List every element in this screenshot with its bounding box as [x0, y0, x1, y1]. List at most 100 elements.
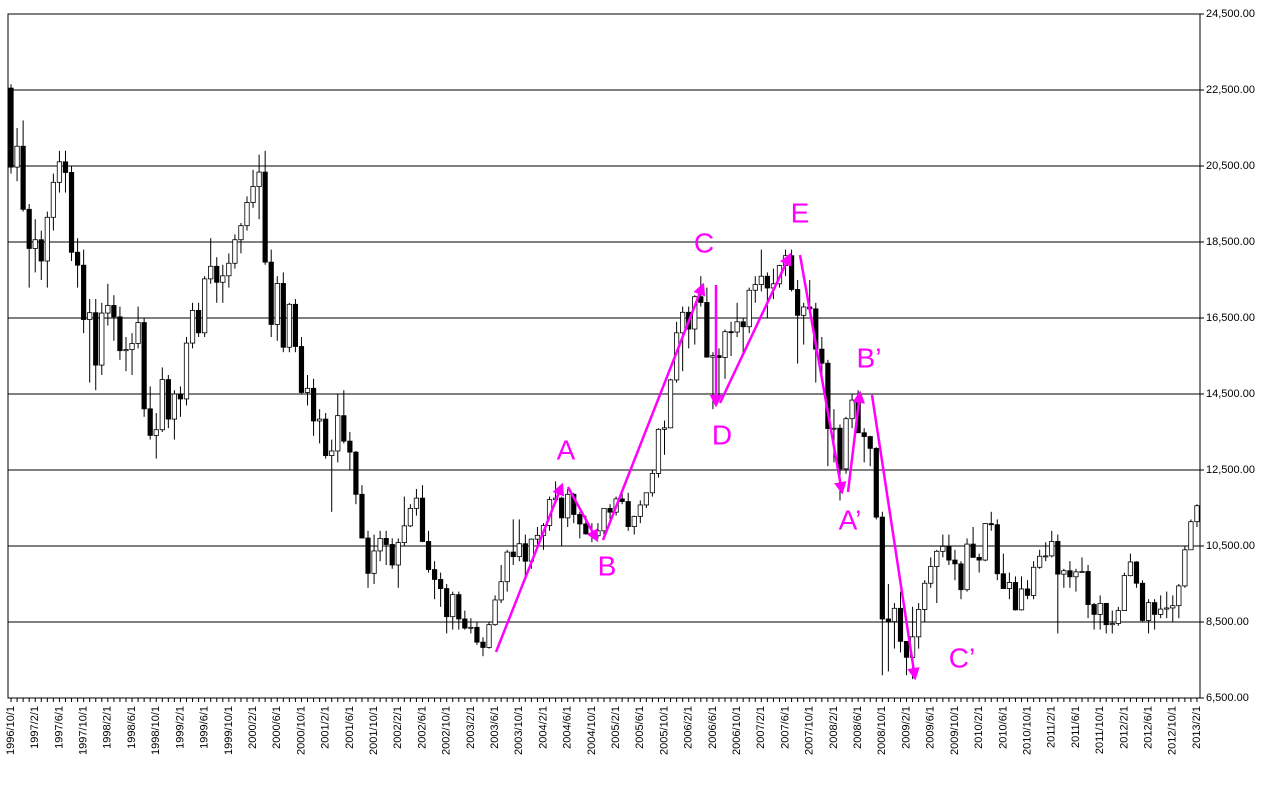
candle-body — [891, 607, 898, 623]
candle-body — [1139, 582, 1146, 621]
x-tick-label: 2002/6/1 — [416, 706, 428, 749]
candle-body — [383, 538, 389, 545]
candle-body — [244, 202, 250, 227]
x-tick-label: 2000/6/1 — [271, 706, 283, 749]
candle-body — [93, 312, 99, 366]
candle-body — [407, 507, 413, 527]
candle-body — [903, 640, 910, 658]
candle-body — [26, 208, 32, 249]
x-tick-label: 2006/2/1 — [683, 706, 695, 749]
candle-body — [970, 543, 976, 558]
candle-body — [480, 641, 486, 648]
candle-body — [577, 514, 583, 525]
candle-body — [680, 311, 686, 334]
x-tick-label: 1998/2/1 — [102, 706, 114, 749]
candle-body — [129, 343, 135, 350]
candle-body — [323, 418, 329, 456]
candle-body — [1049, 541, 1055, 557]
candle-body — [1152, 602, 1158, 615]
candle-body — [274, 283, 280, 325]
candle-body — [202, 278, 208, 334]
candle-body — [625, 501, 631, 528]
candle-body — [1097, 602, 1103, 615]
annotation-label: B — [598, 550, 617, 581]
y-tick-label: 18,500.00 — [1206, 236, 1255, 248]
candle-body — [1194, 505, 1200, 523]
candle-body — [111, 305, 117, 318]
candle-body — [1061, 570, 1067, 575]
y-tick-label: 10,500.00 — [1206, 540, 1255, 552]
candle-body — [14, 145, 20, 168]
x-tick-label: 2002/2/1 — [392, 706, 404, 749]
annotation-arrow — [846, 390, 866, 493]
candle-body — [1024, 588, 1031, 596]
candle-body — [734, 321, 740, 333]
candle-body — [704, 302, 710, 358]
x-tick-label: 1997/6/1 — [53, 706, 65, 749]
candle-body — [885, 618, 891, 623]
candle-body — [534, 534, 541, 540]
candle-body — [867, 436, 873, 449]
candle-body — [195, 309, 202, 334]
x-tick-label: 2005/6/1 — [634, 706, 646, 749]
candle-body — [964, 543, 970, 591]
x-tick-label: 2004/10/1 — [586, 706, 598, 755]
y-tick-label: 14,500.00 — [1206, 388, 1255, 400]
candle-body — [468, 626, 474, 629]
candle-body — [849, 399, 855, 420]
y-tick-label: 16,500.00 — [1206, 312, 1255, 324]
candle-body — [819, 348, 825, 364]
candle-body — [795, 289, 801, 316]
candle-body — [1018, 588, 1025, 611]
candle-body — [1170, 605, 1176, 609]
candle-body — [20, 145, 26, 210]
y-tick-label: 20,500.00 — [1206, 160, 1255, 172]
x-tick-label: 2003/2/1 — [465, 706, 477, 749]
x-tick-label: 2006/10/1 — [731, 706, 743, 755]
candle-body — [1115, 610, 1121, 624]
x-tick-label: 2011/2/1 — [1046, 706, 1058, 748]
x-tick-label: 1999/6/1 — [199, 706, 211, 749]
x-tick-label: 1999/10/1 — [223, 706, 235, 755]
candle-body — [928, 566, 934, 584]
x-tick-label: 2005/2/1 — [610, 706, 622, 749]
candle-body — [117, 316, 123, 352]
candle-body — [359, 493, 365, 539]
x-tick-label: 2007/6/1 — [779, 706, 791, 749]
candle-body — [764, 275, 770, 289]
candle-body — [801, 306, 807, 316]
candle-body — [1012, 582, 1019, 611]
x-tick-label: 2009/10/1 — [949, 706, 961, 755]
x-tick-label: 2009/6/1 — [925, 706, 937, 749]
candle-body — [189, 309, 196, 344]
y-tick-label: 12,500.00 — [1206, 464, 1255, 476]
candle-body — [752, 284, 758, 291]
candle-body — [450, 594, 456, 618]
candle-body — [837, 427, 843, 470]
x-tick-label: 1997/10/1 — [78, 706, 90, 755]
annotation-arrow — [718, 252, 792, 404]
candle-body — [504, 551, 510, 583]
candle-body — [153, 429, 159, 436]
candle-body — [1006, 582, 1013, 589]
annotation-arrow — [601, 282, 706, 541]
candle-body — [946, 545, 952, 561]
y-tick-label: 24,500.00 — [1206, 8, 1255, 20]
candle-body — [1000, 573, 1006, 589]
candle-body — [62, 161, 69, 173]
candle-body — [317, 418, 323, 422]
candle-body — [304, 387, 311, 393]
candle-body — [347, 440, 353, 453]
candle-body — [934, 550, 940, 567]
candle-body — [1103, 602, 1109, 626]
candle-body — [377, 538, 383, 552]
candle-body — [329, 450, 335, 456]
candle-body — [643, 492, 649, 506]
candle-body — [298, 346, 305, 393]
x-tick-label: 2007/10/1 — [804, 706, 816, 755]
candle-body — [1031, 566, 1037, 596]
annotation-label: E — [791, 197, 810, 228]
candle-body — [1182, 549, 1188, 587]
candle-body — [1176, 585, 1182, 607]
